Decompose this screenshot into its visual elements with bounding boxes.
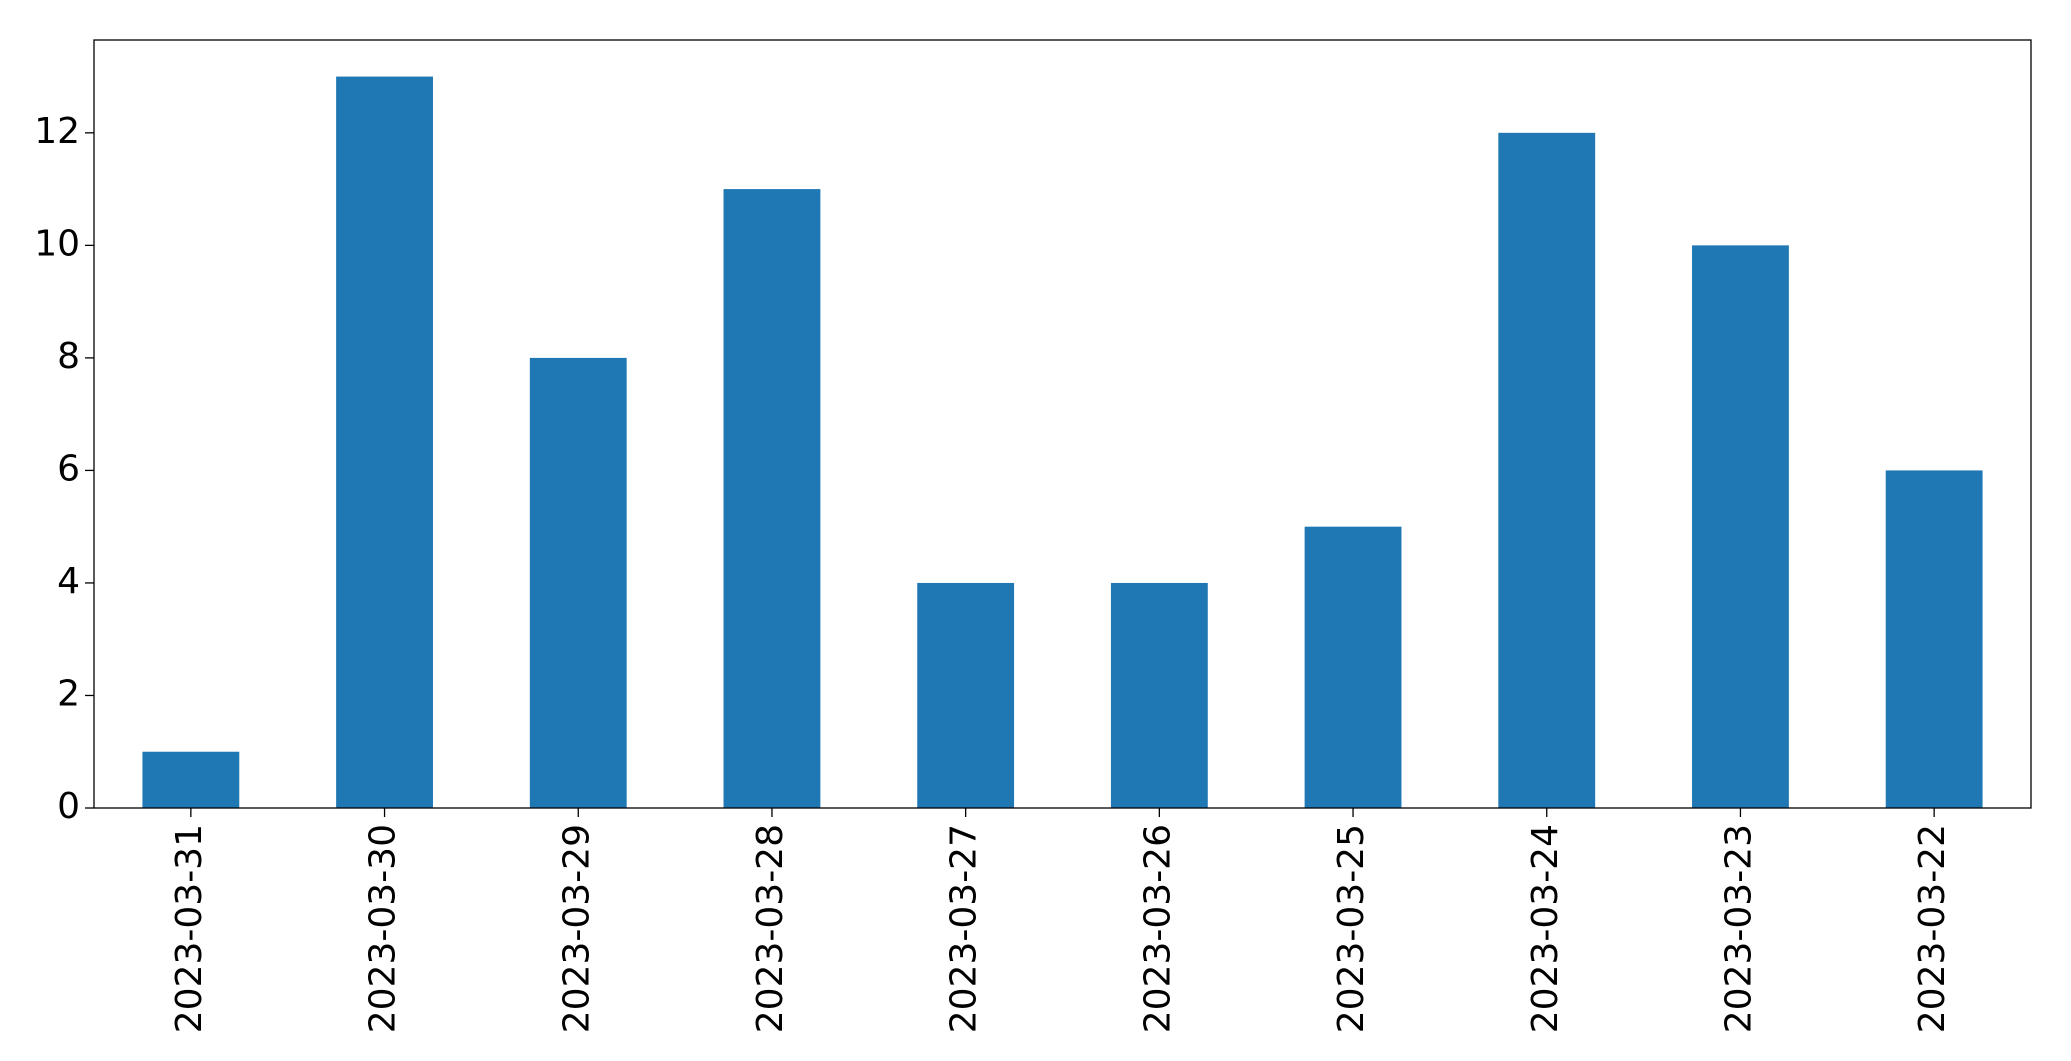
x-tick-label: 2023-03-30 xyxy=(363,824,404,1033)
bar xyxy=(1692,245,1789,808)
y-tick-label: 4 xyxy=(57,561,80,602)
bar xyxy=(1110,582,1208,808)
x-tick-label: 2023-03-23 xyxy=(1718,824,1759,1033)
y-tick-label: 2 xyxy=(57,673,80,714)
x-tick-label: 2023-03-26 xyxy=(1137,824,1178,1033)
y-tick-label: 12 xyxy=(34,111,80,152)
x-tick-label: 2023-03-29 xyxy=(556,824,597,1033)
x-tick-label: 2023-03-22 xyxy=(1912,824,1953,1033)
y-tick-label: 8 xyxy=(57,336,80,377)
plot-frame xyxy=(93,39,2032,809)
bar xyxy=(917,582,1015,808)
bar xyxy=(529,357,627,808)
x-tick-label: 2023-03-25 xyxy=(1331,824,1372,1033)
bar xyxy=(1885,470,1983,808)
bar xyxy=(336,76,433,809)
x-tick-label: 2023-03-31 xyxy=(169,824,210,1033)
x-tick-label: 2023-03-27 xyxy=(944,824,985,1033)
y-tick-label: 0 xyxy=(57,786,80,827)
y-tick-label: 10 xyxy=(34,223,80,264)
y-tick-label: 6 xyxy=(57,448,80,489)
x-tick-label: 2023-03-24 xyxy=(1525,824,1566,1033)
bar xyxy=(1498,132,1596,809)
bar xyxy=(142,751,240,808)
bar xyxy=(1304,526,1402,808)
x-tick-label: 2023-03-28 xyxy=(750,824,791,1033)
bar xyxy=(723,189,821,809)
